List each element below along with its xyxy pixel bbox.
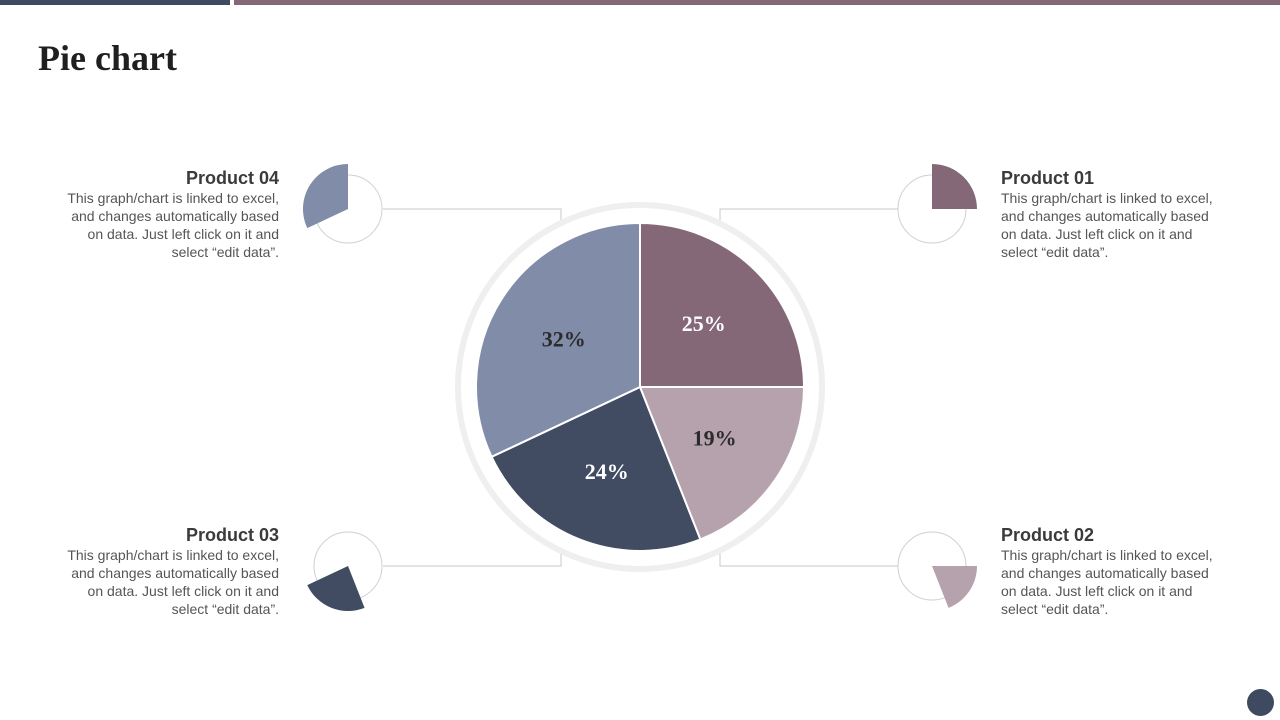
product-01-block: Product 01 This graph/chart is linked to… — [1001, 167, 1226, 261]
product-01-description: This graph/chart is linked to excel, and… — [1001, 189, 1226, 261]
main-pie — [458, 205, 822, 569]
pie-label-product-03: 24% — [585, 459, 629, 484]
product-02-description: This graph/chart is linked to excel, and… — [1001, 546, 1226, 618]
product-03-description: This graph/chart is linked to excel, and… — [54, 546, 279, 618]
product-03-name: Product 03 — [54, 524, 279, 546]
product-03-block: Product 03 This graph/chart is linked to… — [54, 524, 279, 618]
product-02-block: Product 02 This graph/chart is linked to… — [1001, 524, 1226, 618]
mini-pie-slice-product-01 — [932, 164, 977, 209]
product-01-name: Product 01 — [1001, 167, 1226, 189]
product-04-description: This graph/chart is linked to excel, and… — [54, 189, 279, 261]
product-04-block: Product 04 This graph/chart is linked to… — [54, 167, 279, 261]
pie-label-product-04: 32% — [542, 327, 586, 352]
pie-label-product-01: 25% — [682, 311, 726, 336]
pie-label-product-02: 19% — [693, 426, 737, 451]
pie-slice-product-01 — [640, 223, 804, 387]
product-04-name: Product 04 — [54, 167, 279, 189]
slide-indicator-dot — [1247, 689, 1274, 716]
product-02-name: Product 02 — [1001, 524, 1226, 546]
